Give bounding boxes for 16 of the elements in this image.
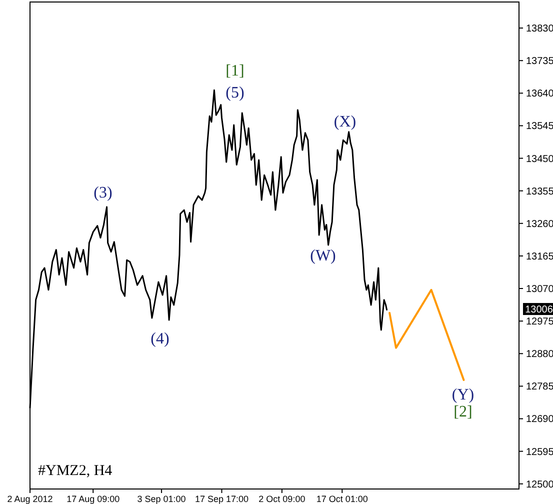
x-tick-label: 17 Oct 01:00	[316, 494, 368, 504]
annotation: (X)	[334, 114, 356, 131]
annotation: (4)	[150, 330, 170, 348]
annotation: (5)	[226, 84, 244, 102]
x-tick-label: 17 Aug 09:00	[66, 494, 120, 504]
text: #YMZ2, H4	[38, 463, 113, 479]
annotation: [1]	[226, 62, 244, 80]
text: 13006	[525, 304, 553, 316]
x-tick-label: 3 Sep 01:00	[137, 494, 186, 504]
annotation: (W)	[310, 248, 336, 265]
x-tick-label: 2 Aug 2012	[7, 494, 53, 504]
annotation: (Y)	[452, 386, 474, 404]
x-tick-label: 2 Oct 09:00	[258, 494, 306, 504]
annotation: [2]	[454, 404, 472, 421]
annotation: (3)	[94, 184, 112, 202]
x-tick-label: 17 Sep 17:00	[194, 494, 249, 504]
